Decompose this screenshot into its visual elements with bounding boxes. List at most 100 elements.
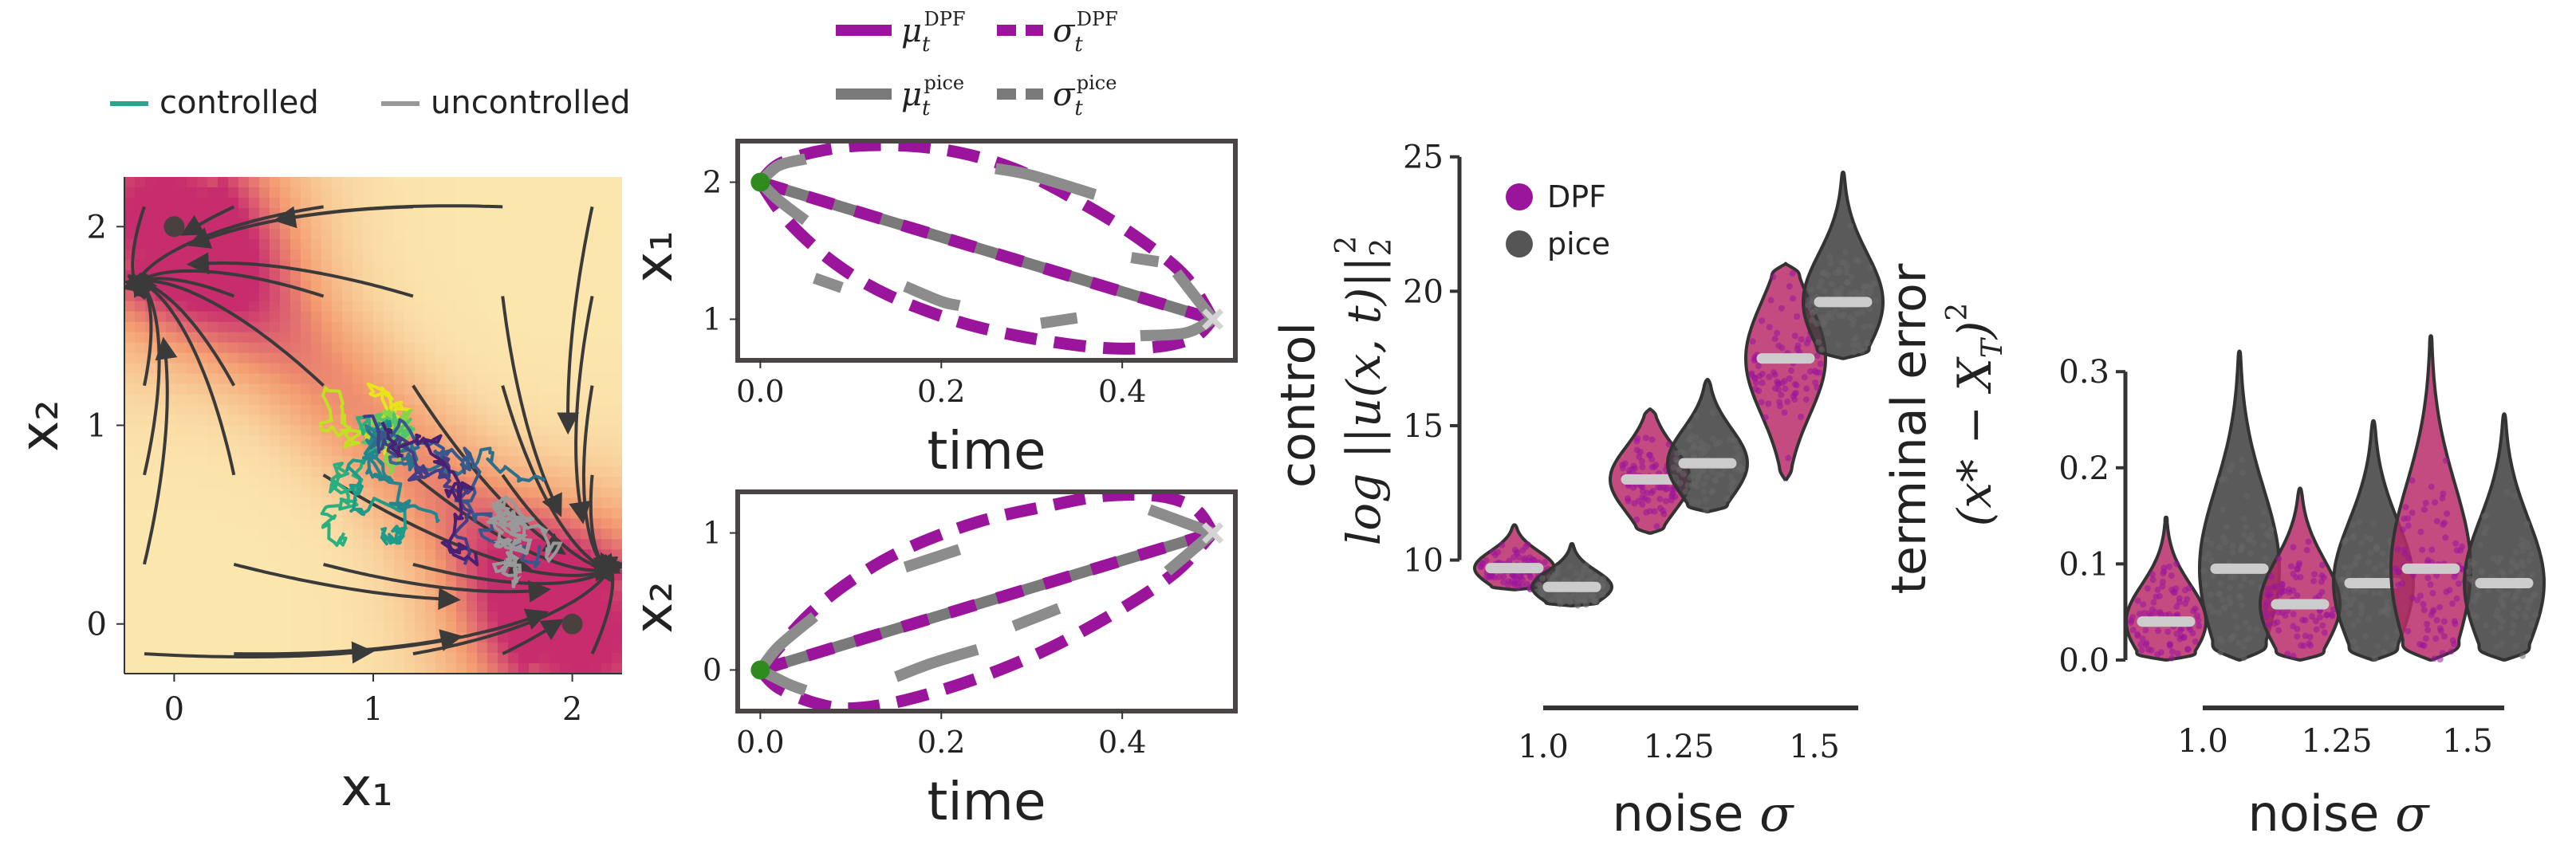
data-point (2497, 596, 2504, 603)
heatmap-cell (363, 560, 374, 572)
heatmap-cell (353, 290, 364, 302)
attractor-point (163, 216, 185, 238)
heatmap-cell (415, 177, 426, 188)
heatmap-cell (218, 539, 229, 551)
heatmap-cell (363, 580, 374, 592)
heatmap-cell (166, 643, 177, 654)
heatmap-cell (321, 259, 333, 271)
data-point (1553, 592, 1560, 599)
heatmap-cell (124, 301, 136, 312)
heatmap-cell (301, 497, 312, 509)
data-point (2346, 610, 2353, 617)
heatmap-cell (270, 446, 281, 458)
heatmap-cell (135, 632, 146, 644)
heatmap-cell (467, 238, 478, 250)
heatmap-cell (166, 580, 177, 592)
heatmap-cell (601, 363, 612, 375)
heatmap-cell (270, 321, 281, 333)
heatmap-cell (197, 249, 208, 261)
heatmap-cell (353, 311, 364, 323)
heatmap-cell (249, 394, 260, 406)
data-point (1648, 436, 1656, 443)
heatmap-cell (508, 601, 519, 613)
heatmap-cell (135, 238, 146, 250)
streamline (186, 252, 414, 298)
data-point (2519, 543, 2527, 550)
heatmap-cell (518, 218, 530, 230)
heatmap-cell (591, 435, 602, 447)
heatmap-cell (612, 591, 622, 603)
data-point (1727, 436, 1734, 443)
heatmap-cell (259, 446, 270, 458)
data-point (2220, 533, 2227, 540)
heatmap-cell (363, 352, 374, 364)
heatmap-cell (570, 228, 581, 240)
heatmap-cell (238, 373, 250, 385)
heatmap-cell (549, 332, 561, 344)
heatmap-cell (570, 238, 581, 250)
heatmap-cell (145, 404, 156, 416)
heatmap-cell (249, 301, 260, 312)
heatmap-cell (435, 218, 447, 230)
heatmap-cell (290, 497, 301, 509)
heatmap-cell (601, 487, 612, 499)
heatmap-cell (570, 580, 581, 592)
heatmap-cell (332, 611, 343, 623)
panel-c-xlabel: noise σ (1613, 784, 1795, 843)
heatmap-cell (591, 394, 602, 406)
heatmap-cell (332, 591, 343, 603)
data-point (2452, 540, 2460, 547)
data-point (2485, 587, 2492, 594)
panel-b-bottom-ylabel: x₂ (623, 581, 684, 634)
heatmap-cell (467, 290, 478, 302)
heatmap-cell (384, 259, 395, 271)
heatmap-cell (290, 477, 301, 489)
data-point (1691, 467, 1698, 474)
heatmap-cell (581, 653, 592, 664)
data-point (2401, 515, 2408, 522)
heatmap-cell (228, 518, 239, 530)
heatmap-cell (332, 601, 343, 613)
heatmap-cell (228, 622, 239, 634)
heatmap-cell (373, 259, 384, 271)
heatmap-cell (394, 622, 405, 634)
heatmap-cell (353, 218, 364, 230)
data-point (2275, 609, 2282, 616)
heatmap-cell (612, 228, 622, 240)
heatmap-cell (228, 570, 239, 582)
heatmap-cell (321, 446, 333, 458)
heatmap-cell (290, 601, 301, 613)
data-point (1663, 485, 1669, 493)
data-point (1789, 269, 1796, 277)
data-point (2350, 521, 2357, 529)
heatmap-cell (591, 259, 602, 271)
heatmap-cell (166, 663, 177, 674)
heatmap-cell (373, 228, 384, 240)
streamline (273, 204, 503, 229)
heatmap-cell (477, 580, 488, 592)
heatmap-cell (238, 207, 250, 219)
heatmap-cell (353, 269, 364, 281)
heatmap-cell (249, 663, 260, 674)
heatmap-cell (187, 187, 198, 198)
heatmap-cell (498, 228, 509, 240)
data-point (1727, 486, 1735, 493)
heatmap-cell (342, 311, 353, 323)
heatmap-cell (156, 238, 167, 250)
legend-sigma-dpf-label: σtDPF (1053, 8, 1118, 57)
heatmap-cell (311, 259, 322, 271)
heatmap-cell (197, 663, 208, 674)
data-point (1785, 454, 1792, 462)
heatmap-cell (280, 269, 291, 281)
heatmap-cell (249, 611, 260, 623)
heatmap-cell (218, 249, 229, 261)
heatmap-cell (228, 177, 239, 188)
heatmap-cell (612, 207, 622, 219)
heatmap-cell (508, 311, 519, 323)
heatmap-cell (591, 404, 602, 416)
heatmap-cell (467, 415, 478, 426)
heatmap-cell (290, 332, 301, 344)
legend-dpf-label: DPF (1547, 179, 1606, 214)
heatmap-cell (498, 187, 509, 198)
